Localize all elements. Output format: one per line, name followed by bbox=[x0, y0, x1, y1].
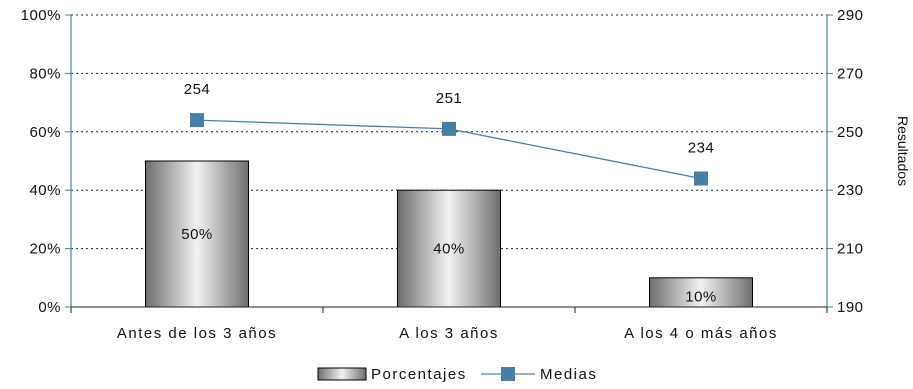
left-tick-label: 0% bbox=[38, 299, 61, 316]
bars bbox=[145, 160, 753, 308]
right-tick-label: 270 bbox=[837, 65, 864, 82]
left-tick-label: 100% bbox=[21, 7, 61, 24]
legend-label-medias: Medias bbox=[540, 366, 597, 383]
bar-value-label: 50% bbox=[181, 226, 213, 243]
right-axis-title: Resultados bbox=[895, 116, 911, 186]
legend: Porcentajes Medias bbox=[317, 366, 597, 383]
bar bbox=[649, 277, 753, 308]
medias-marker bbox=[442, 121, 456, 136]
right-tick-label: 250 bbox=[837, 124, 864, 141]
legend-swatch-porcentajes bbox=[317, 367, 367, 381]
right-tick-label: 210 bbox=[837, 241, 864, 258]
tick-labels: 0% 20% 40% 60% 80% 100% 190 210 230 250 270 290 Ante… bbox=[21, 7, 864, 342]
bar-value-label: 10% bbox=[685, 288, 717, 305]
legend-swatch-marker-medias bbox=[501, 367, 515, 381]
bar bbox=[145, 160, 249, 308]
data-labels: 50% 40% 10% 254 251 234 bbox=[181, 81, 717, 305]
medias-value-label: 234 bbox=[688, 140, 715, 157]
left-tick-label: 20% bbox=[29, 241, 61, 258]
left-tick-label: 40% bbox=[29, 182, 61, 199]
line-series bbox=[190, 113, 708, 186]
medias-value-label: 254 bbox=[184, 81, 211, 98]
left-tick-label: 80% bbox=[29, 65, 61, 82]
right-tick-label: 290 bbox=[837, 7, 864, 24]
x-tick-label: A los 4 o más años bbox=[624, 325, 778, 342]
right-tick-label: 230 bbox=[837, 182, 864, 199]
x-tick-label: Antes de los 3 años bbox=[117, 325, 277, 342]
right-tick-label: 190 bbox=[837, 299, 864, 316]
left-tick-label: 60% bbox=[29, 124, 61, 141]
medias-marker bbox=[190, 113, 204, 128]
medias-marker bbox=[694, 171, 708, 186]
bar-value-label: 40% bbox=[433, 241, 465, 258]
axes bbox=[65, 14, 833, 313]
legend-label-porcentajes: Porcentajes bbox=[371, 366, 467, 383]
bar bbox=[397, 189, 501, 308]
medias-value-label: 251 bbox=[436, 90, 463, 107]
x-tick-label: A los 3 años bbox=[399, 325, 499, 342]
